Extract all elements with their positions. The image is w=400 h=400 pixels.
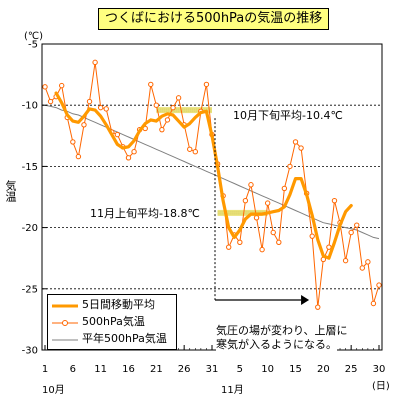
legend-item-normal: 平年500hPa気温: [52, 331, 167, 347]
daily-point: [114, 131, 121, 138]
annotation-line-2: 寒気が入るようになる。: [216, 336, 337, 352]
daily-point: [253, 215, 260, 221]
daily-swatch: [52, 317, 78, 327]
legend-item-daily: 500hPa気温: [52, 314, 145, 330]
daily-point: [248, 182, 254, 188]
daily-point: [187, 146, 193, 152]
moving-average-swatch: [52, 300, 78, 310]
x-tick-label: 26: [178, 364, 191, 375]
y-tick-label: -25: [22, 284, 38, 295]
x-tick-label: 21: [150, 364, 163, 375]
daily-point: [226, 244, 232, 250]
y-axis-unit: (℃): [24, 31, 44, 42]
daily-point: [103, 106, 109, 112]
y-tick-label: -30: [22, 346, 38, 357]
annotation-line-1: 気圧の場が変わり、上層に: [216, 322, 348, 338]
daily-point: [259, 246, 265, 253]
daily-point: [125, 155, 132, 161]
daily-point: [281, 185, 288, 192]
daily-point: [242, 197, 249, 204]
x-tick-label: 30: [373, 364, 386, 375]
legend-item-moving-average: 5日間移動平均: [52, 297, 155, 313]
daily-point: [175, 95, 182, 101]
reference-bands: [156, 107, 268, 216]
y-axis-label: 気温: [4, 180, 17, 202]
daily-point: [264, 200, 271, 206]
y-tick-label: -5: [28, 40, 38, 51]
daily-line: [44, 62, 380, 308]
x-tick-label: 20: [317, 364, 330, 375]
x-tick-label: 1: [42, 364, 48, 375]
daily-point: [348, 229, 354, 236]
grid-lines: [42, 104, 382, 290]
daily-point: [131, 149, 137, 155]
x-tick-label: 10: [261, 364, 274, 375]
daily-point: [47, 98, 54, 105]
legend-label: 500hPa気温: [82, 315, 145, 328]
daily-point: [292, 139, 299, 145]
legend: 5日間移動平均 500hPa気温 平年500hPa気温: [47, 294, 177, 350]
daily-point: [159, 126, 165, 133]
moving-average-series: [54, 91, 353, 260]
normal-line: [44, 104, 380, 240]
daily-point: [331, 197, 338, 204]
month-label-november: 11月: [221, 385, 244, 396]
normal-temperature-series: [44, 104, 380, 240]
change-annotation: [214, 118, 310, 305]
x-tick-label: 5: [237, 364, 243, 375]
x-tick-label: 31: [206, 364, 219, 375]
daily-point: [365, 259, 371, 265]
y-axis-ticks: -5 -10 -15 -20 -25 -30: [22, 40, 47, 357]
legend-label: 5日間移動平均: [82, 298, 155, 311]
y-tick-label: -20: [22, 223, 38, 234]
chart-title: つくばにおける500hPaの気温の推移: [98, 8, 330, 30]
daily-point: [170, 104, 176, 111]
moving-average-line: [54, 91, 353, 260]
daily-point: [192, 149, 199, 155]
daily-point: [148, 81, 154, 88]
daily-point: [342, 257, 349, 264]
normal-swatch: [52, 334, 78, 344]
band-label-late-october: 10月下旬平均-10.4℃: [233, 107, 343, 123]
y-tick-label: -15: [22, 162, 38, 173]
daily-point: [92, 59, 98, 66]
legend-label: 平年500hPa気温: [82, 332, 167, 345]
daily-point: [270, 229, 276, 236]
daily-point: [42, 84, 48, 90]
daily-point: [359, 265, 365, 271]
band-label-early-november: 11月上旬平均-18.8℃: [90, 205, 200, 221]
daily-point: [86, 98, 93, 105]
daily-point: [237, 239, 243, 245]
x-tick-label: 25: [345, 364, 358, 375]
daily-point: [81, 122, 87, 128]
daily-point: [153, 102, 160, 108]
daily-point: [309, 233, 315, 239]
x-tick-label: 6: [70, 364, 76, 375]
reference-band: [156, 107, 212, 114]
daily-point: [287, 163, 293, 170]
daily-point: [97, 104, 104, 111]
arrow-head: [301, 295, 310, 305]
daily-point: [276, 239, 282, 245]
daily-point: [326, 244, 332, 250]
daily-point: [203, 81, 210, 88]
daily-point: [59, 82, 65, 89]
daily-point: [75, 153, 82, 160]
daily-point: [370, 300, 377, 307]
daily-point: [70, 139, 76, 145]
daily-point: [164, 117, 171, 123]
daily-temperature-series: [42, 59, 382, 310]
daily-point: [315, 304, 321, 310]
daily-point: [354, 222, 360, 228]
x-tick-label: 15: [289, 364, 302, 375]
reference-band: [217, 209, 268, 216]
month-label-october: 10月: [42, 385, 65, 396]
x-tick-label: 16: [122, 364, 135, 375]
x-axis-unit: (日): [372, 381, 390, 392]
daily-point: [376, 282, 382, 288]
y-tick-label: -10: [22, 101, 38, 112]
daily-point: [298, 145, 304, 151]
x-tick-label: 11: [94, 364, 107, 375]
